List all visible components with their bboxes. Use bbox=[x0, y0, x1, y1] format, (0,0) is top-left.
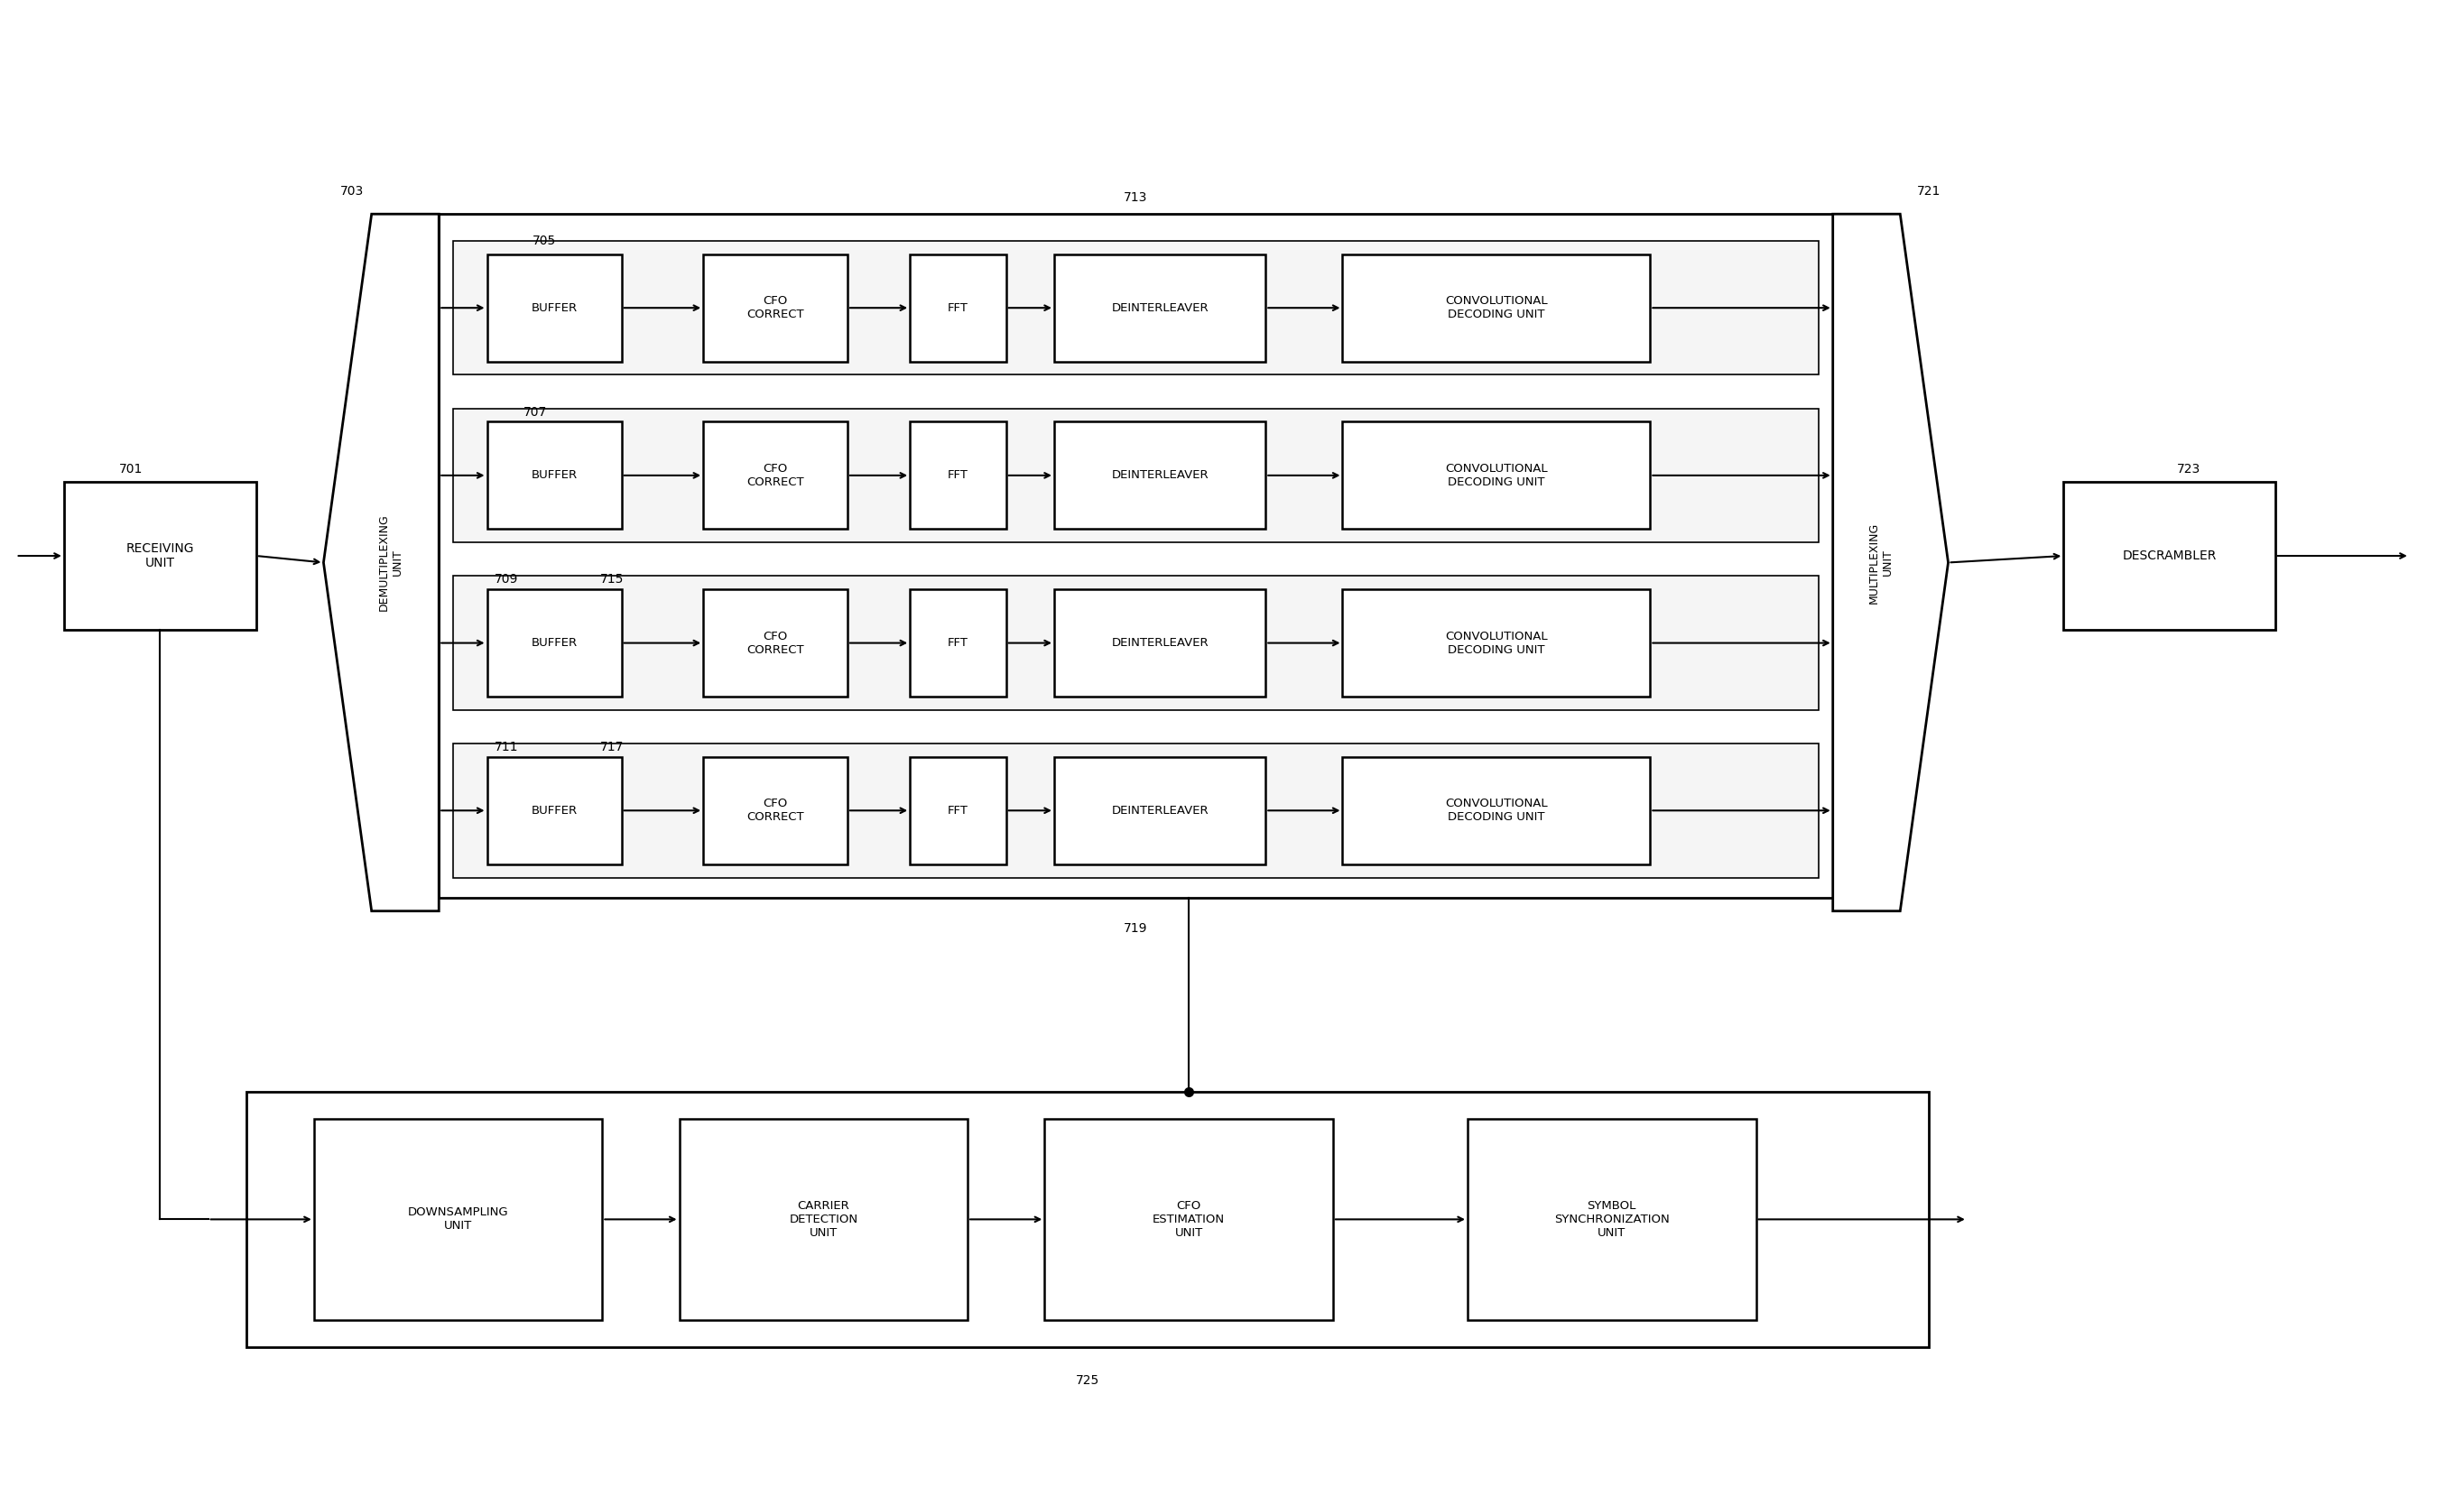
Text: 721: 721 bbox=[1917, 184, 1942, 198]
FancyBboxPatch shape bbox=[702, 757, 848, 864]
FancyBboxPatch shape bbox=[64, 482, 256, 629]
FancyBboxPatch shape bbox=[702, 422, 848, 529]
Text: CFO
CORRECT: CFO CORRECT bbox=[747, 462, 803, 488]
Text: DEINTERLEAVER: DEINTERLEAVER bbox=[1111, 302, 1207, 314]
Polygon shape bbox=[1833, 214, 1949, 912]
Text: 713: 713 bbox=[1124, 192, 1148, 204]
FancyBboxPatch shape bbox=[702, 254, 848, 361]
Text: 705: 705 bbox=[532, 235, 557, 247]
FancyBboxPatch shape bbox=[1045, 1118, 1333, 1320]
FancyBboxPatch shape bbox=[1055, 757, 1266, 864]
Text: BUFFER: BUFFER bbox=[532, 636, 577, 648]
Text: FFT: FFT bbox=[949, 804, 968, 816]
FancyBboxPatch shape bbox=[702, 589, 848, 696]
Text: MULTIPLEXING
UNIT: MULTIPLEXING UNIT bbox=[1868, 522, 1892, 604]
FancyBboxPatch shape bbox=[453, 409, 1818, 543]
FancyBboxPatch shape bbox=[453, 575, 1818, 709]
FancyBboxPatch shape bbox=[2062, 482, 2274, 629]
Text: BUFFER: BUFFER bbox=[532, 804, 577, 816]
Text: 723: 723 bbox=[2176, 462, 2200, 476]
Text: RECEIVING
UNIT: RECEIVING UNIT bbox=[126, 543, 195, 570]
FancyBboxPatch shape bbox=[1055, 589, 1266, 696]
Text: SYMBOL
SYNCHRONIZATION
UNIT: SYMBOL SYNCHRONIZATION UNIT bbox=[1555, 1200, 1671, 1239]
Text: 701: 701 bbox=[118, 462, 143, 476]
FancyBboxPatch shape bbox=[488, 589, 621, 696]
FancyBboxPatch shape bbox=[1469, 1118, 1757, 1320]
Text: CFO
ESTIMATION
UNIT: CFO ESTIMATION UNIT bbox=[1153, 1200, 1225, 1239]
Text: CFO
CORRECT: CFO CORRECT bbox=[747, 630, 803, 656]
Text: DOWNSAMPLING
UNIT: DOWNSAMPLING UNIT bbox=[407, 1207, 508, 1233]
FancyBboxPatch shape bbox=[909, 254, 1005, 361]
FancyBboxPatch shape bbox=[1055, 422, 1266, 529]
Polygon shape bbox=[323, 214, 439, 912]
Text: FFT: FFT bbox=[949, 302, 968, 314]
FancyBboxPatch shape bbox=[1343, 757, 1651, 864]
Text: DEINTERLEAVER: DEINTERLEAVER bbox=[1111, 470, 1207, 482]
Text: CONVOLUTIONAL
DECODING UNIT: CONVOLUTIONAL DECODING UNIT bbox=[1444, 799, 1547, 824]
Text: 709: 709 bbox=[495, 574, 517, 586]
FancyBboxPatch shape bbox=[313, 1118, 601, 1320]
Text: CFO
CORRECT: CFO CORRECT bbox=[747, 799, 803, 824]
FancyBboxPatch shape bbox=[680, 1118, 968, 1320]
Text: CFO
CORRECT: CFO CORRECT bbox=[747, 296, 803, 321]
Text: 707: 707 bbox=[522, 406, 547, 418]
Text: CARRIER
DETECTION
UNIT: CARRIER DETECTION UNIT bbox=[788, 1200, 857, 1239]
FancyBboxPatch shape bbox=[488, 757, 621, 864]
Text: CONVOLUTIONAL
DECODING UNIT: CONVOLUTIONAL DECODING UNIT bbox=[1444, 462, 1547, 488]
FancyBboxPatch shape bbox=[488, 422, 621, 529]
FancyBboxPatch shape bbox=[453, 241, 1818, 375]
FancyBboxPatch shape bbox=[909, 589, 1005, 696]
Text: BUFFER: BUFFER bbox=[532, 302, 577, 314]
Text: DEINTERLEAVER: DEINTERLEAVER bbox=[1111, 636, 1207, 648]
Text: BUFFER: BUFFER bbox=[532, 470, 577, 482]
FancyBboxPatch shape bbox=[1055, 254, 1266, 361]
Text: DEMULTIPLEXING
UNIT: DEMULTIPLEXING UNIT bbox=[377, 515, 404, 611]
Text: 711: 711 bbox=[495, 741, 517, 754]
Text: DESCRAMBLER: DESCRAMBLER bbox=[2122, 550, 2218, 562]
FancyBboxPatch shape bbox=[246, 1091, 1929, 1347]
FancyBboxPatch shape bbox=[909, 757, 1005, 864]
Text: FFT: FFT bbox=[949, 470, 968, 482]
Text: CONVOLUTIONAL
DECODING UNIT: CONVOLUTIONAL DECODING UNIT bbox=[1444, 296, 1547, 321]
FancyBboxPatch shape bbox=[1343, 254, 1651, 361]
FancyBboxPatch shape bbox=[439, 214, 1833, 898]
Text: 725: 725 bbox=[1077, 1374, 1099, 1387]
Text: DEINTERLEAVER: DEINTERLEAVER bbox=[1111, 804, 1207, 816]
FancyBboxPatch shape bbox=[1343, 589, 1651, 696]
FancyBboxPatch shape bbox=[488, 254, 621, 361]
Text: FFT: FFT bbox=[949, 636, 968, 648]
Text: 719: 719 bbox=[1124, 922, 1148, 934]
Text: 715: 715 bbox=[601, 574, 623, 586]
FancyBboxPatch shape bbox=[909, 422, 1005, 529]
Text: 717: 717 bbox=[601, 741, 623, 754]
Text: CONVOLUTIONAL
DECODING UNIT: CONVOLUTIONAL DECODING UNIT bbox=[1444, 630, 1547, 656]
Text: 703: 703 bbox=[340, 184, 365, 198]
FancyBboxPatch shape bbox=[453, 744, 1818, 877]
FancyBboxPatch shape bbox=[1343, 422, 1651, 529]
